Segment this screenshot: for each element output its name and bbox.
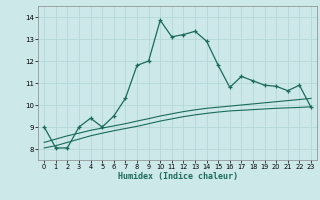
X-axis label: Humidex (Indice chaleur): Humidex (Indice chaleur) bbox=[118, 172, 238, 181]
